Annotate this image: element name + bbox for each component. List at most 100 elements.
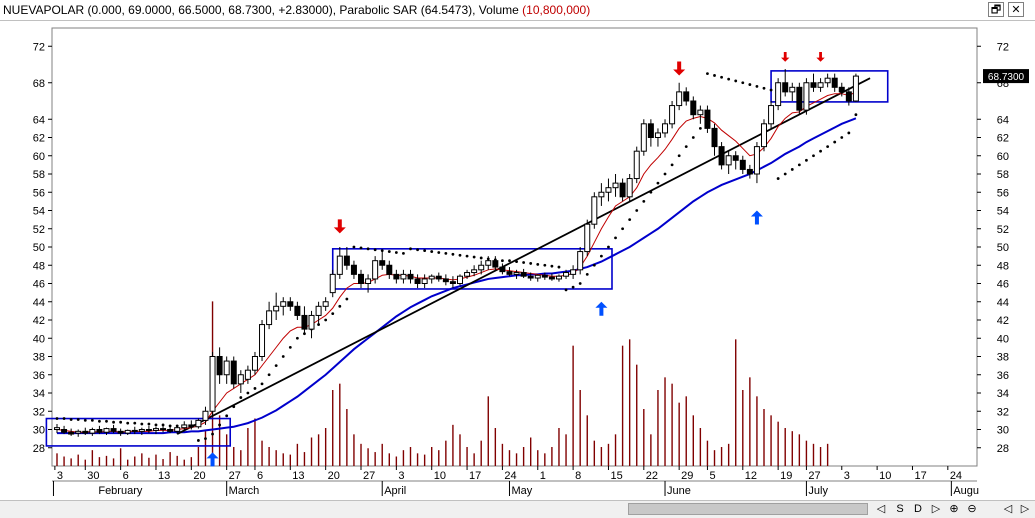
- candle-body: [647, 123, 654, 138]
- sar-dot: [578, 282, 582, 285]
- sar-dot: [592, 263, 596, 267]
- zoom-in-button[interactable]: ⊕: [949, 503, 959, 515]
- candle-body: [527, 275, 534, 279]
- candle-body: [810, 82, 817, 88]
- trend-line: [176, 77, 871, 435]
- candle-body: [619, 182, 626, 198]
- y-tick-label-right: 46: [997, 279, 1009, 291]
- sar-dot: [741, 81, 745, 85]
- candle-body: [485, 260, 492, 266]
- candle-body: [478, 264, 485, 271]
- x-tick-label: 17: [469, 470, 481, 482]
- candle-body: [435, 275, 442, 280]
- candle-body: [365, 278, 372, 284]
- sar-dot: [472, 255, 476, 259]
- x-tick-label: 6: [123, 470, 129, 482]
- x-tick-label: 3: [398, 470, 404, 482]
- sar-dot: [246, 391, 250, 395]
- candle-body: [358, 273, 365, 284]
- sar-dot: [797, 163, 801, 167]
- sar-dot: [239, 396, 243, 399]
- candle-body: [294, 305, 301, 316]
- scroll-left-button[interactable]: ◁: [876, 503, 886, 515]
- candle-body: [838, 86, 845, 93]
- buy-arrow: [206, 452, 219, 467]
- month-label: February: [98, 485, 143, 497]
- x-tick-label: 20: [193, 470, 205, 482]
- candle-body: [174, 427, 181, 432]
- candle-body: [548, 276, 555, 280]
- candle-body: [676, 91, 683, 107]
- candle-body: [570, 269, 577, 275]
- sar-dot: [649, 190, 653, 194]
- y-tick-label-left: 62: [33, 133, 45, 145]
- close-button[interactable]: ✕: [1008, 2, 1024, 17]
- x-tick-label: 12: [745, 470, 757, 482]
- page-left-button[interactable]: ◁: [1003, 503, 1013, 515]
- title-volume-value: (10,800,000): [522, 3, 591, 17]
- scroll-right-button[interactable]: ▷: [931, 503, 941, 515]
- candle-body: [145, 429, 152, 431]
- sar-dot: [656, 181, 660, 185]
- month-label: May: [511, 485, 532, 497]
- sar-dot: [119, 420, 123, 424]
- scrollbar-thumb[interactable]: [628, 503, 868, 515]
- y-tick-label-left: 48: [33, 260, 45, 272]
- sar-dot: [451, 252, 455, 256]
- sar-dot: [684, 145, 688, 149]
- candle-body: [555, 275, 562, 280]
- consolidation-box: [770, 70, 889, 103]
- month-label: March: [229, 485, 260, 497]
- sar-dot: [812, 154, 815, 158]
- candle-body: [633, 150, 640, 180]
- sar-dot: [607, 245, 610, 249]
- y-tick-label-right: 30: [997, 425, 1009, 437]
- x-tick-label: 3: [57, 470, 63, 482]
- candle-body: [683, 91, 690, 102]
- candle-body: [761, 123, 767, 148]
- y-tick-label-left: 54: [33, 206, 45, 218]
- candle-body: [329, 273, 336, 294]
- sar-dot: [515, 260, 518, 263]
- candle-body: [796, 86, 803, 111]
- x-tick-label: 15: [610, 470, 622, 482]
- page-right-button[interactable]: ▷: [1020, 503, 1030, 515]
- sar-dot: [83, 418, 87, 422]
- sar-dot: [366, 247, 370, 251]
- candle-body: [421, 278, 428, 284]
- last-value-label: 68.7300: [988, 72, 1025, 83]
- sar-dot: [225, 414, 229, 418]
- price-chart[interactable]: 2830323436384042444648505254565860626468…: [0, 20, 1035, 500]
- candle-body: [852, 75, 859, 102]
- title-bar: NUEVAPOLAR (0.000, 69.0000, 66.5000, 68.…: [0, 0, 1035, 21]
- candle-body: [152, 428, 159, 431]
- sar-dot: [409, 247, 412, 251]
- candle-body: [732, 155, 739, 161]
- sar-dot: [698, 126, 702, 130]
- sma-line: [57, 117, 857, 435]
- candle-body: [400, 273, 407, 280]
- candle-body: [223, 360, 230, 376]
- y-tick-label-right: 34: [997, 388, 1009, 400]
- candle-body: [75, 430, 82, 434]
- sar-dot: [147, 422, 151, 426]
- candle-body: [110, 428, 117, 432]
- candle-body: [216, 356, 223, 376]
- candle-body: [768, 105, 775, 125]
- candle-body: [711, 127, 718, 148]
- restore-button[interactable]: 🗗: [988, 2, 1004, 17]
- zoom-out-button[interactable]: ⊖: [967, 503, 977, 515]
- scale-s-button[interactable]: S: [896, 503, 904, 515]
- candle-body: [393, 273, 400, 280]
- candle-body: [725, 155, 732, 166]
- scale-d-button[interactable]: D: [914, 503, 922, 515]
- last-value-bg: [983, 69, 1029, 84]
- window-title: NUEVAPOLAR (0.000, 69.0000, 66.5000, 68.…: [3, 3, 590, 17]
- candle-body: [456, 275, 463, 285]
- x-tick-label: 29: [681, 470, 693, 482]
- candle-body: [89, 429, 96, 434]
- candle-body: [308, 314, 315, 330]
- y-tick-label-right: 42: [997, 315, 1009, 327]
- sar-dot: [62, 417, 66, 420]
- sar-dot: [529, 262, 533, 265]
